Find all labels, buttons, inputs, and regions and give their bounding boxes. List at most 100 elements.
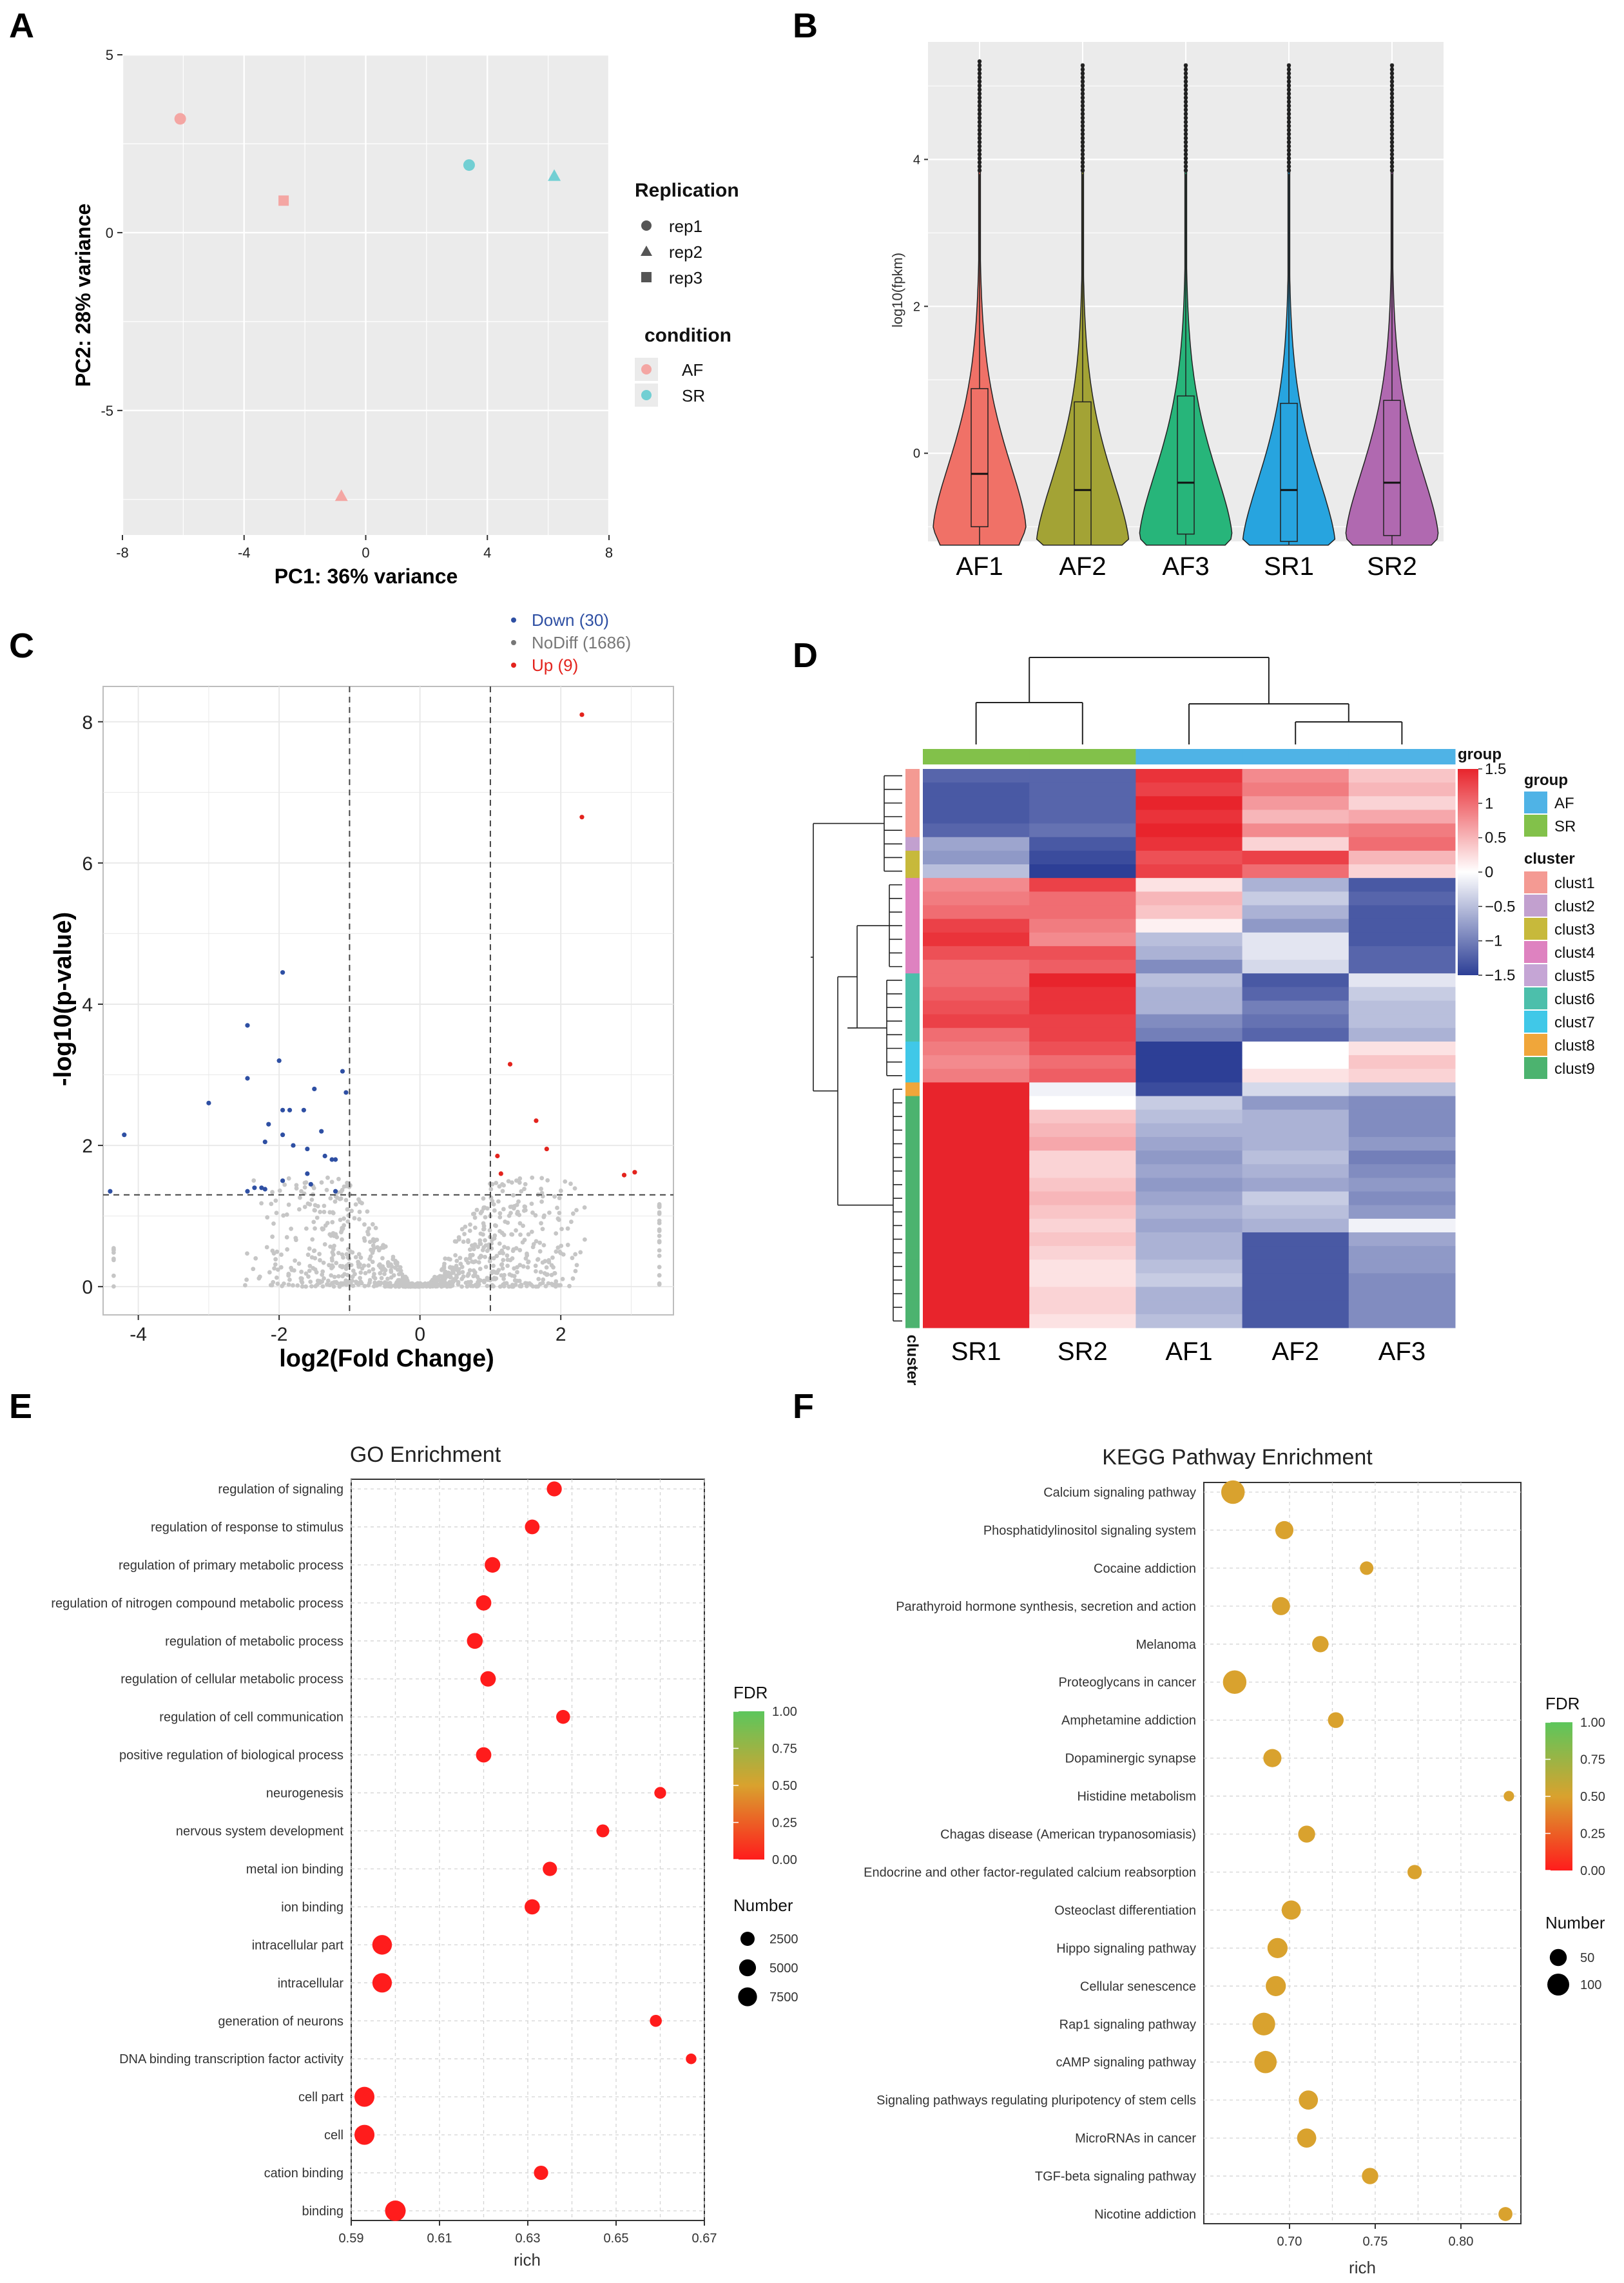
kegg-size-title: Number — [1545, 1913, 1605, 1932]
go-title: GO Enrichment — [350, 1443, 501, 1467]
volcano-nodiff-point — [558, 1189, 563, 1193]
volcano-nodiff-point — [320, 1279, 325, 1284]
violin-outlier — [977, 152, 982, 157]
heatmap-cell — [1029, 769, 1136, 783]
heatmap-group-label: SR — [1554, 818, 1576, 835]
violin-outlier — [1286, 156, 1291, 160]
volcano-up-point — [534, 1118, 539, 1123]
volcano-nodiff-point — [378, 1282, 382, 1287]
volcano-nodiff-point — [350, 1250, 355, 1255]
violin-outlier — [977, 71, 982, 76]
heatmap-cell — [1029, 1014, 1136, 1029]
heatmap-column-labels: SR1 SR2 AF1 AF2 AF3 — [951, 1337, 1426, 1366]
heatmap-cell — [923, 1027, 1030, 1042]
heatmap-cell — [1348, 1164, 1456, 1178]
volcano-nodiff-point — [320, 1226, 325, 1231]
heatmap-cell — [1348, 850, 1456, 865]
heatmap-cluster-label: clust9 — [1554, 1060, 1595, 1078]
pca-legend-rep1-label: rep1 — [669, 217, 702, 236]
heatmap-cell — [1136, 878, 1243, 892]
volcano-nodiff-point — [550, 1255, 555, 1260]
heatmap-cell — [923, 769, 1030, 783]
volcano-nodiff-point — [536, 1276, 541, 1281]
volcano-nodiff-point — [382, 1272, 387, 1276]
volcano-nodiff-point — [309, 1197, 314, 1202]
heatmap-cell — [1242, 946, 1349, 960]
heatmap-cell — [1242, 1069, 1349, 1083]
volcano-nodiff-point — [539, 1176, 545, 1181]
volcano-nodiff-point — [502, 1245, 507, 1250]
volcano-nodiff-point — [541, 1277, 546, 1282]
volcano-nodiff-point — [657, 1253, 662, 1258]
volcano-nodiff-point — [517, 1248, 523, 1252]
volcano-nodiff-point — [269, 1201, 274, 1207]
violin-outlier — [1080, 79, 1085, 84]
heatmap-cell — [1242, 782, 1349, 797]
heatmap-cell — [923, 1082, 1030, 1097]
volcano-nodiff-point — [446, 1272, 451, 1277]
volcano-nodiff-point — [391, 1254, 396, 1259]
heatmap-cell — [1348, 918, 1456, 933]
heatmap-cell — [923, 1287, 1030, 1301]
volcano-nodiff-point — [521, 1208, 527, 1213]
enrichment-term-label: cAMP signaling pathway — [1056, 2055, 1196, 2070]
go-points — [354, 1481, 697, 2221]
pca-legend-rep2-label: rep2 — [669, 242, 702, 262]
volcano-nodiff-point — [331, 1284, 336, 1289]
enrichment-fdr-tick-label: 0.25 — [1580, 1827, 1605, 1841]
heatmap-cell — [1242, 1300, 1349, 1315]
volcano-nodiff-point — [294, 1183, 299, 1188]
enrichment-size-legend-dot — [739, 1959, 757, 1977]
volcano-nodiff-point — [302, 1205, 307, 1209]
volcano-down-point — [305, 1171, 310, 1176]
volcano-nodiff-point — [582, 1205, 587, 1210]
volcano-nodiff-point — [385, 1261, 391, 1266]
volcano-nodiff-point — [313, 1256, 318, 1261]
volcano-nodiff-point — [340, 1252, 345, 1257]
violin-outlier — [1080, 75, 1085, 80]
heatmap-cell — [1029, 796, 1136, 810]
heatmap-cell — [1136, 1082, 1243, 1097]
violin-outlier — [1080, 71, 1085, 76]
heatmap-cell — [1029, 1000, 1136, 1015]
volcano-nodiff-point — [371, 1237, 376, 1242]
volcano-nodiff-point — [534, 1239, 539, 1244]
heatmap-cluster-cell — [905, 878, 920, 892]
heatmap-scale-title: group — [1458, 746, 1502, 763]
heatmap-cell — [1136, 1246, 1243, 1260]
heatmap-cell — [1029, 1259, 1136, 1274]
volcano-nodiff-point — [315, 1203, 320, 1209]
heatmap-group-swatch — [1524, 815, 1547, 837]
volcano-nodiff-point — [487, 1228, 492, 1233]
violin-outlier — [1286, 103, 1291, 108]
volcano-nodiff-point — [476, 1260, 481, 1265]
enrichment-term-label: Nicotine addiction — [1094, 2208, 1196, 2222]
heatmap-cell — [923, 782, 1030, 797]
volcano-nodiff-point — [286, 1176, 291, 1181]
volcano-nodiff-point — [506, 1179, 511, 1184]
volcano-nodiff-point — [530, 1245, 536, 1250]
volcano-nodiff-point — [449, 1275, 453, 1279]
heatmap-cell — [923, 1069, 1030, 1083]
enrichment-size-legend-label: 5000 — [769, 1961, 798, 1976]
violin-outlier — [1389, 63, 1395, 68]
heatmap-cell — [1136, 891, 1243, 906]
heatmap-cell — [1348, 782, 1456, 797]
volcano-nodiff-point — [489, 1270, 494, 1276]
heatmap-cell — [1348, 1218, 1456, 1233]
heatmap-cell — [1136, 1218, 1243, 1233]
volcano-nodiff-point — [332, 1243, 336, 1248]
heatmap-cluster-cell — [905, 796, 920, 810]
violin-outlier — [1389, 112, 1395, 116]
volcano-nodiff-point — [332, 1274, 337, 1279]
volcano-nodiff-point — [320, 1272, 325, 1278]
heatmap-cell — [1136, 1069, 1243, 1083]
violin-outlier — [1286, 79, 1291, 84]
violin-outlier — [977, 136, 982, 141]
violin-outlier — [1080, 152, 1085, 157]
volcano-nodiff-point — [471, 1268, 476, 1273]
heatmap-cell — [1242, 1151, 1349, 1165]
volcano-nodiff-point — [542, 1213, 546, 1218]
volcano-nodiff-point — [325, 1282, 329, 1287]
volcano-nodiff-points — [111, 1175, 662, 1289]
